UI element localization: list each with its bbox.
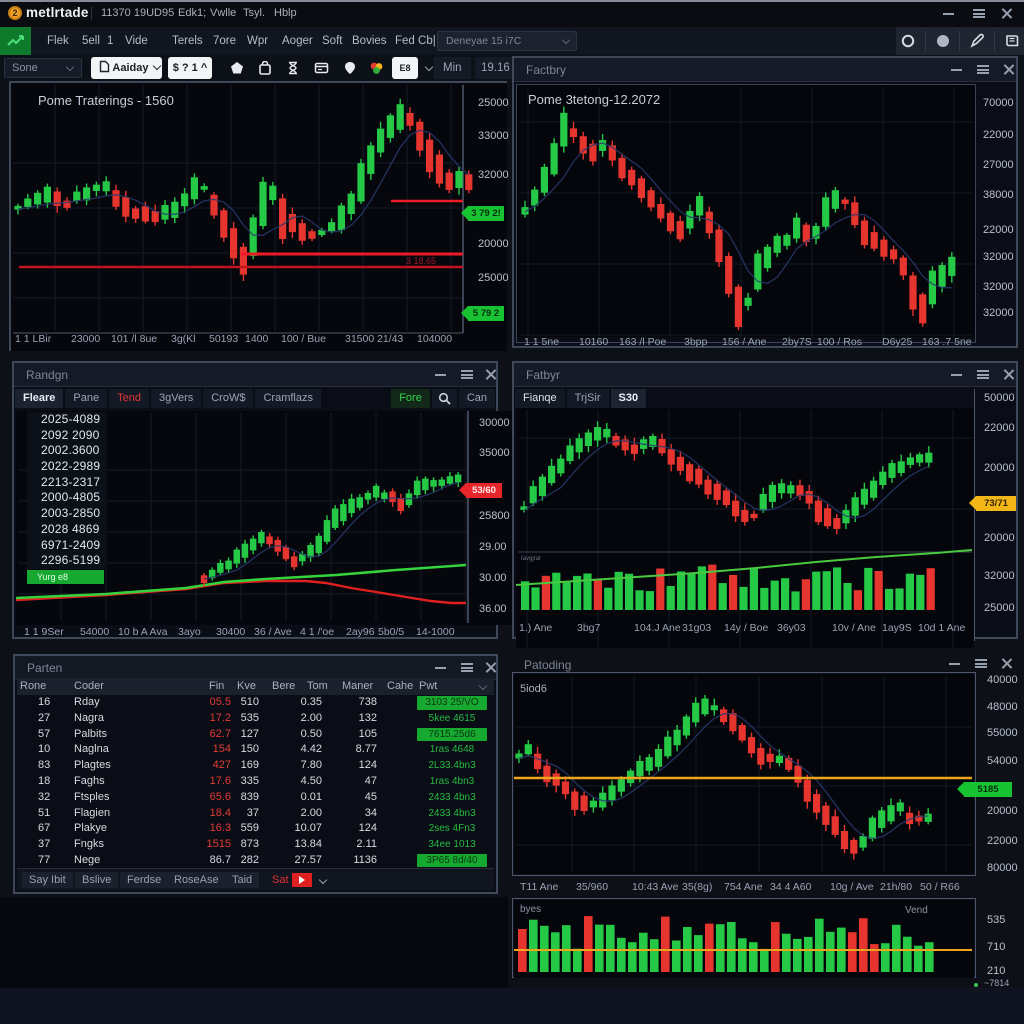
svg-text:3 18.65: 3 18.65 xyxy=(406,256,436,266)
svg-text:Iavgjrat: Iavgjrat xyxy=(521,556,541,562)
